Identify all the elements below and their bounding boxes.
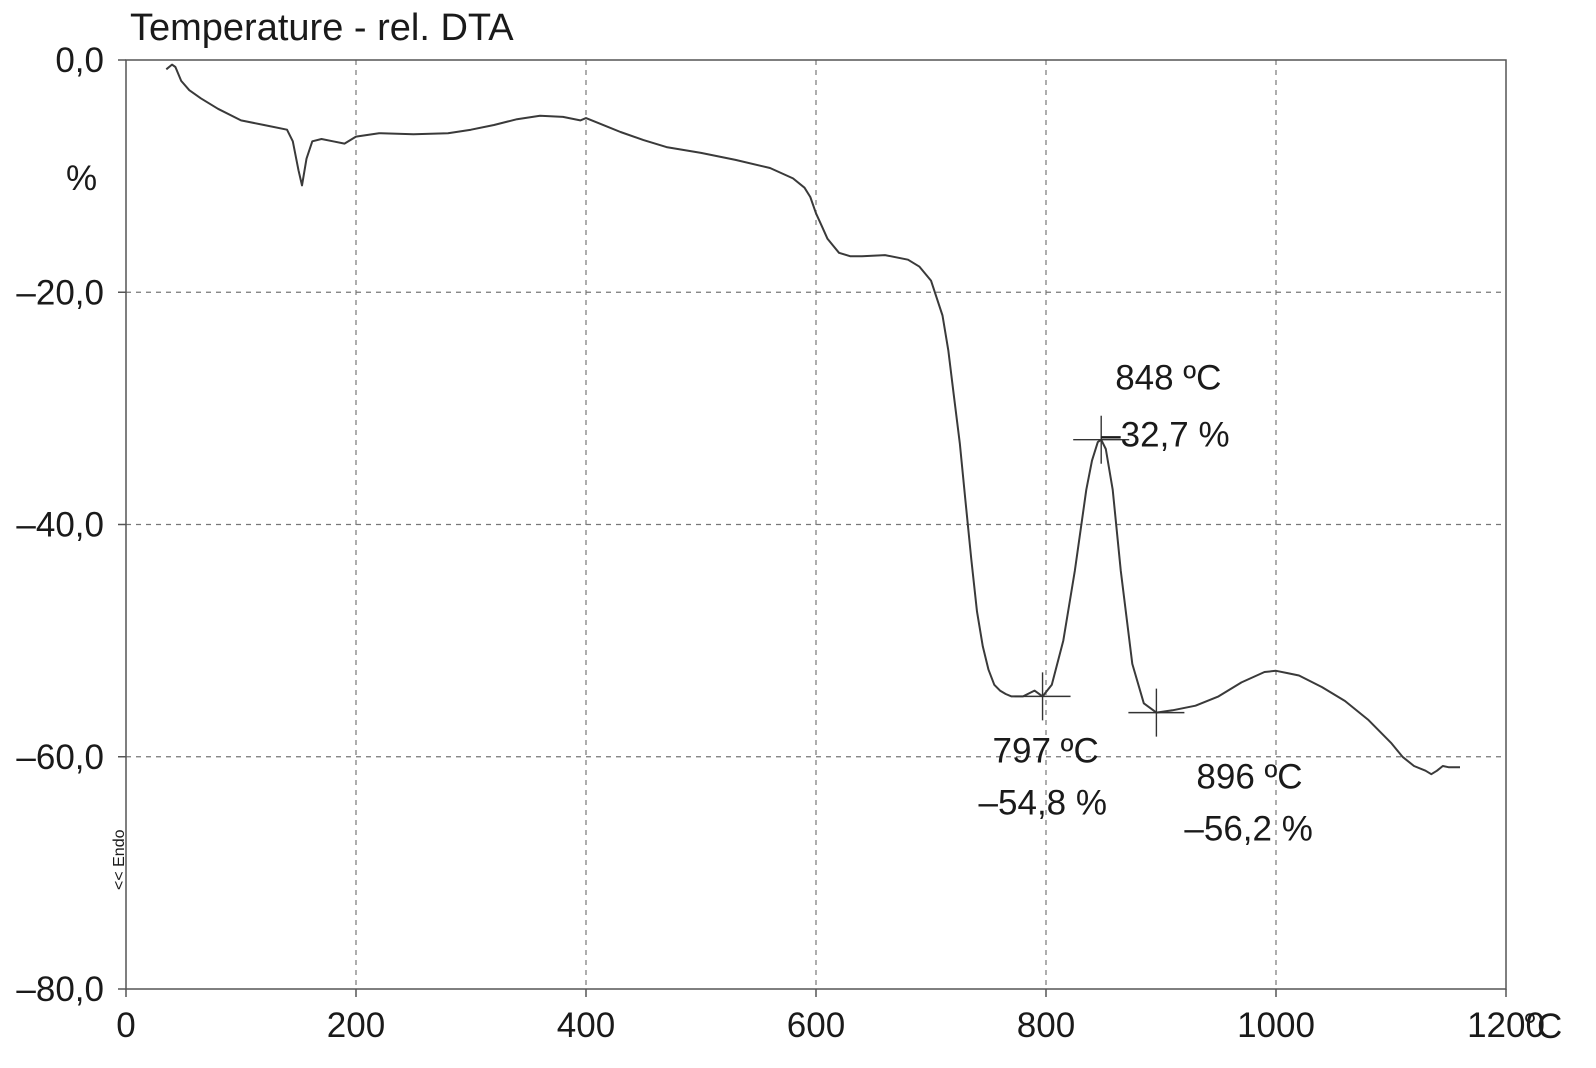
annotation-temperature: 896 ºC	[1196, 758, 1302, 797]
annotation-value: –56,2 %	[1184, 810, 1312, 849]
x-tick-label: 400	[557, 1006, 615, 1045]
y-axis-label: %	[66, 159, 97, 198]
dta-curve	[165, 63, 1460, 776]
y-tick-label: 0,0	[55, 41, 104, 80]
endo-label: << Endo	[111, 829, 128, 890]
annotation-value: –32,7 %	[1101, 416, 1229, 455]
tick-labels: 0 200 400 600 800 1000 1200 0,0 –20,0 –40,0 –60,0 –…	[16, 41, 1545, 1045]
chart-title: Temperature - rel. DTA	[130, 7, 514, 49]
y-tick-label: –60,0	[16, 738, 104, 777]
annotations: 848 ºC –32,7 % 797 ºC –54,8 % 896 ºC –56,2 %	[979, 359, 1313, 849]
grid-lines	[126, 60, 1506, 989]
annotation-temperature: 848 ºC	[1115, 359, 1221, 398]
x-tick-label: 600	[787, 1006, 845, 1045]
y-tick-label: –20,0	[16, 273, 104, 312]
y-tick-label: –40,0	[16, 506, 104, 545]
x-axis-unit: °C	[1523, 1007, 1562, 1046]
peak-markers	[1014, 415, 1185, 737]
x-tick-label: 0	[116, 1006, 135, 1045]
annotation-value: –54,8 %	[979, 783, 1107, 822]
axis-ticks	[118, 59, 1507, 997]
x-tick-label: 200	[327, 1006, 385, 1045]
annotation-temperature: 797 ºC	[993, 731, 1099, 770]
series-layer	[165, 63, 1460, 776]
x-tick-label: 1200	[1467, 1006, 1545, 1045]
y-tick-label: –80,0	[16, 970, 104, 1009]
x-tick-label: 800	[1017, 1006, 1075, 1045]
x-tick-label: 1000	[1237, 1006, 1315, 1045]
